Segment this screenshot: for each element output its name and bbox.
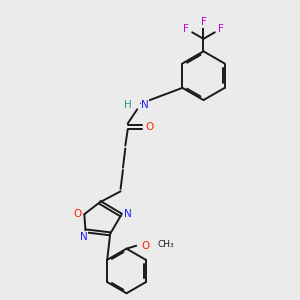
Text: N: N [124, 208, 132, 219]
Text: O: O [145, 122, 154, 132]
Text: O: O [141, 241, 150, 251]
Text: F: F [183, 24, 189, 34]
Text: F: F [201, 17, 206, 27]
Text: N: N [141, 100, 149, 110]
Text: F: F [218, 24, 224, 34]
Text: H: H [124, 100, 131, 110]
Text: N: N [80, 232, 88, 242]
Text: O: O [74, 209, 82, 219]
Text: CH₃: CH₃ [157, 240, 174, 249]
